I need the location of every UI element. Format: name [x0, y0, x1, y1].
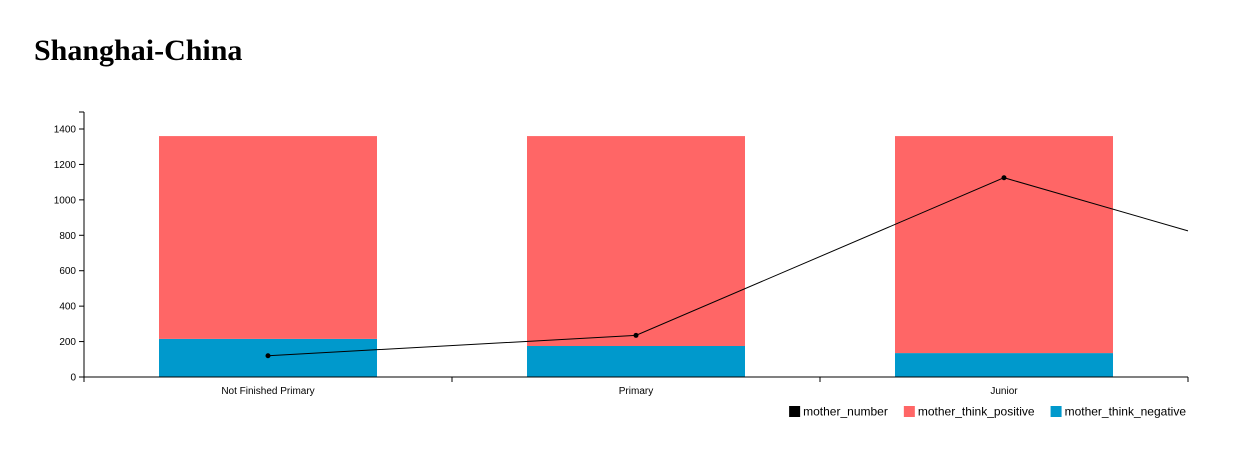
point-mother-number	[1001, 175, 1007, 181]
bar-mother-think-negative	[895, 353, 1113, 377]
x-tick-label: Junior	[990, 386, 1018, 397]
y-tick-label: 800	[59, 231, 76, 242]
bar-mother-think-positive	[895, 136, 1113, 354]
legend-label: mother_think_negative	[1065, 405, 1187, 419]
point-mother-number	[633, 332, 639, 338]
legend-swatch	[1050, 406, 1062, 417]
legend-label: mother_number	[803, 405, 888, 419]
bar-mother-think-negative	[527, 346, 745, 377]
point-mother-number	[265, 353, 271, 359]
chart-title: Shanghai-China	[34, 34, 243, 67]
y-tick-label: 1200	[54, 160, 77, 171]
y-tick-label: 0	[70, 373, 76, 384]
legend-item-mother-think-negative: mother_think_negative	[1050, 405, 1187, 419]
y-tick-label: 1000	[54, 195, 77, 206]
legend-label: mother_think_positive	[918, 405, 1035, 419]
legend-item-mother-think-positive: mother_think_positive	[903, 405, 1035, 419]
legend-swatch	[789, 406, 801, 417]
legend: mother_think_negative mother_think_positi…	[789, 405, 1186, 419]
y-tick-label: 1400	[54, 125, 77, 136]
line-mother-number	[267, 177, 1189, 357]
x-axis: Not Finished Primary Primary Junior	[83, 376, 1189, 397]
y-tick-label: 600	[59, 266, 76, 277]
x-tick-label: Not Finished Primary	[221, 386, 314, 397]
y-tick-label: 400	[59, 302, 76, 313]
x-tick-label: Primary	[619, 386, 653, 397]
legend-swatch	[903, 406, 915, 417]
bar-mother-think-positive	[527, 136, 745, 346]
bars-group	[159, 136, 1113, 377]
bar-mother-think-positive	[159, 136, 377, 339]
y-axis: 0 200 400 600 800 1000 1200 1400	[54, 111, 85, 384]
y-tick-label: 200	[59, 337, 76, 348]
legend-item-mother-number: mother_number	[789, 405, 888, 419]
line-group	[265, 175, 1189, 359]
